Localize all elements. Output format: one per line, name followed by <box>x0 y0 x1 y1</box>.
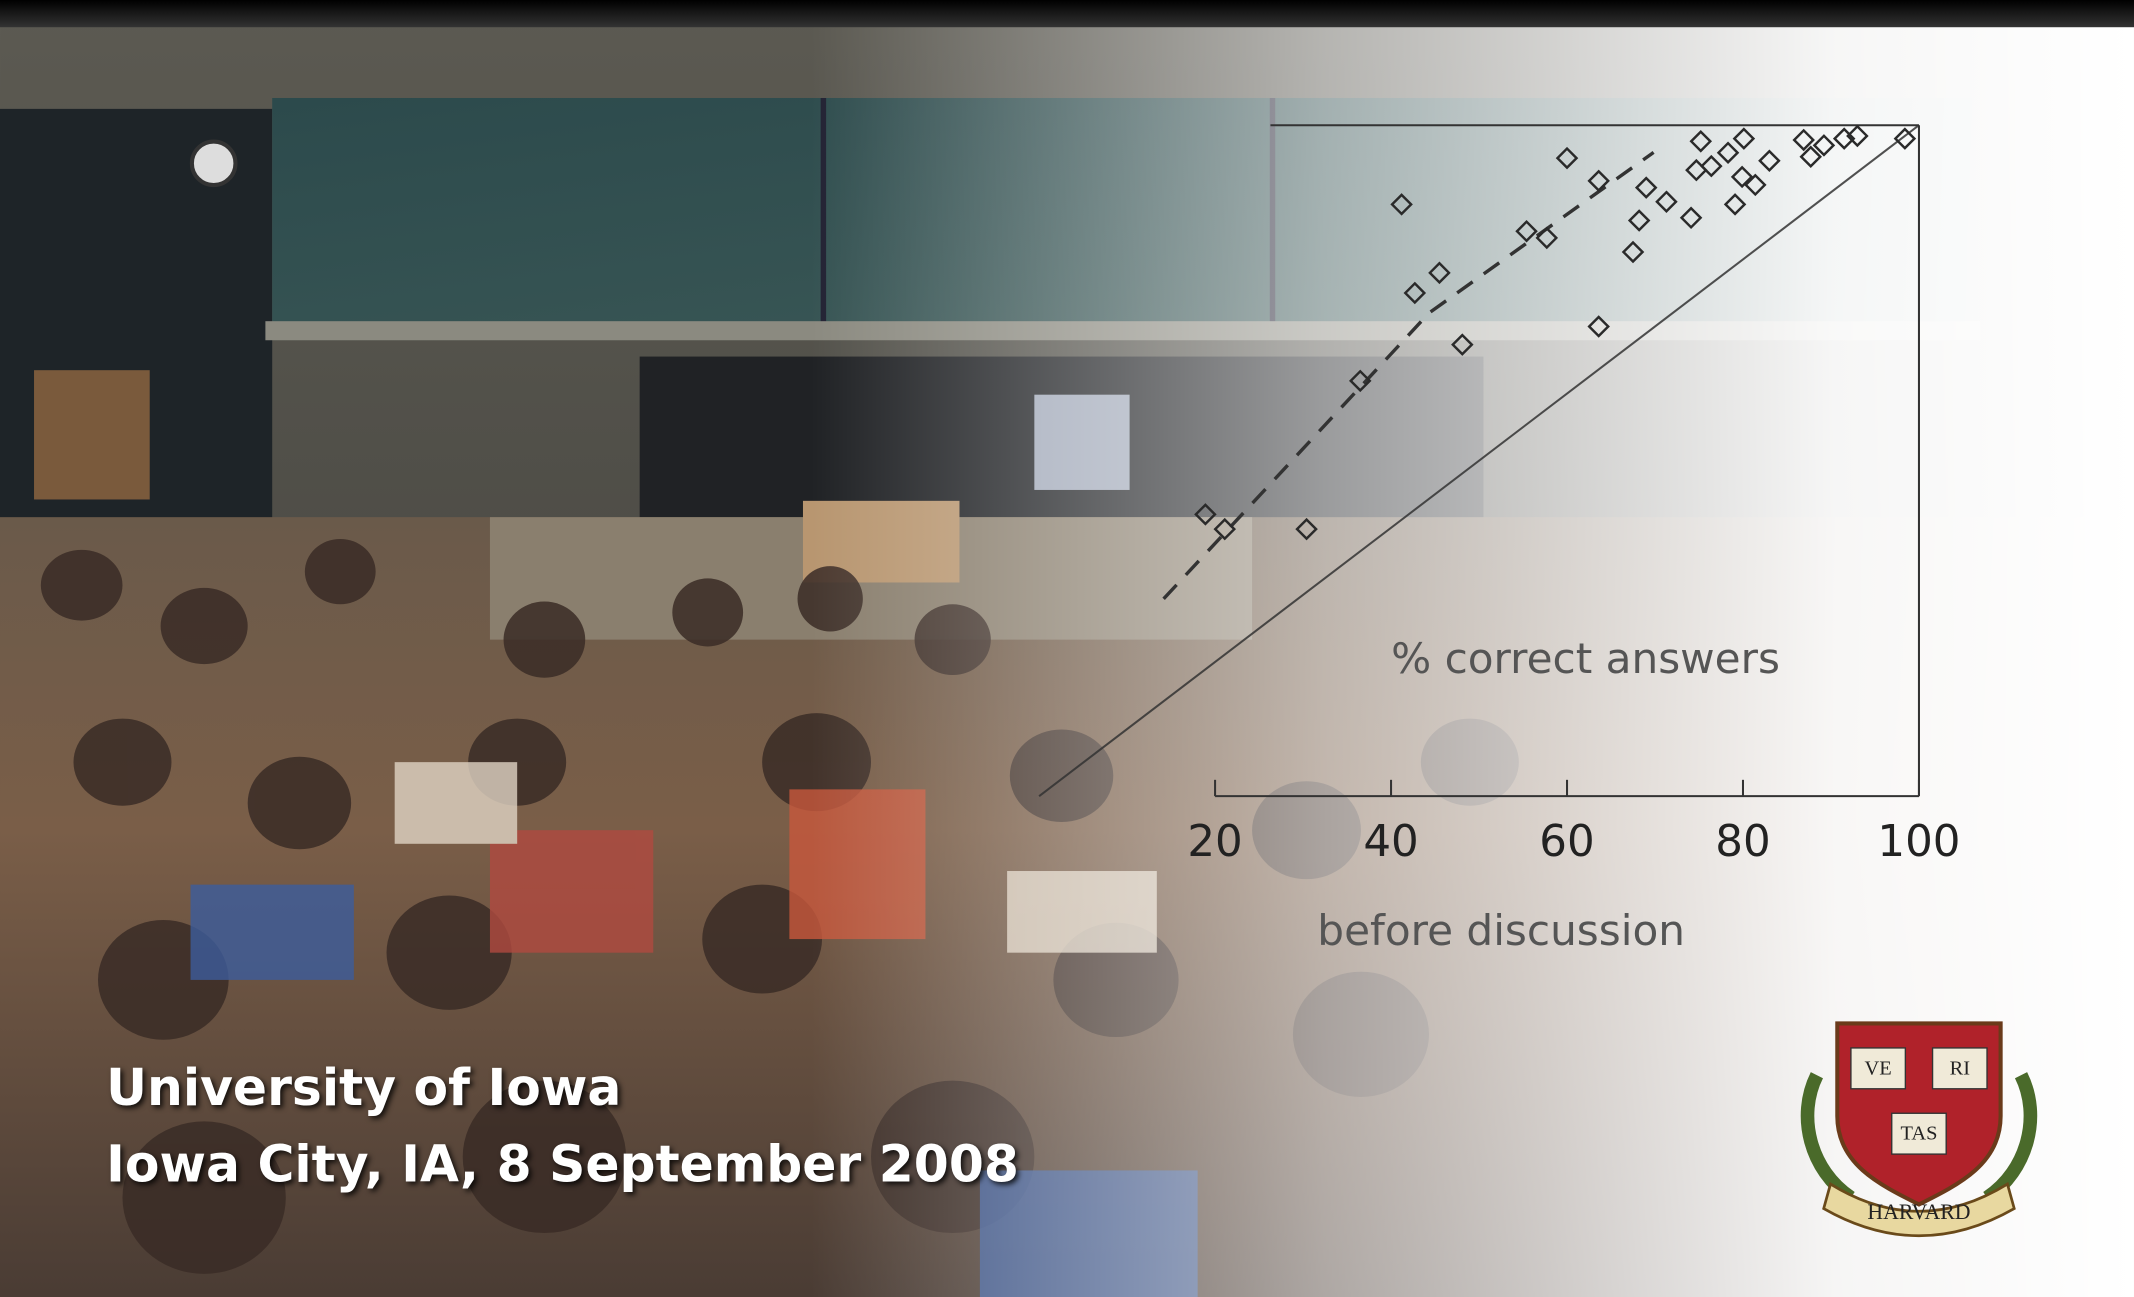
data-point <box>1627 209 1651 232</box>
data-point <box>1679 206 1703 230</box>
data-point <box>1428 261 1451 285</box>
x-tick-label: 80 <box>1715 817 1770 867</box>
data-point <box>1555 146 1579 170</box>
data-point <box>1390 193 1413 216</box>
data-point <box>1832 127 1856 150</box>
data-point <box>1587 315 1610 338</box>
data-point <box>1295 517 1318 541</box>
data-point <box>1716 141 1740 164</box>
data-point <box>1587 169 1610 193</box>
data-point <box>1732 127 1756 150</box>
data-point <box>1213 517 1237 541</box>
data-point <box>1700 154 1723 178</box>
data-point <box>1621 240 1645 264</box>
x-tick-label: 100 <box>1877 817 1960 867</box>
data-point <box>1194 503 1217 526</box>
data-point <box>1723 193 1747 216</box>
x-tick-label: 20 <box>1187 817 1242 867</box>
data-point <box>1812 134 1836 157</box>
data-point <box>1799 145 1822 169</box>
data-point <box>1451 333 1474 356</box>
harvard-logo: VE RI TAS HARVARD <box>1800 1021 2038 1237</box>
data-point <box>1689 130 1713 153</box>
motto-3: TAS <box>1901 1123 1938 1145</box>
data-point <box>1403 281 1427 305</box>
data-point <box>1893 127 1917 150</box>
data-point <box>1535 226 1559 250</box>
x-tick-label: 40 <box>1363 817 1418 867</box>
logo-name: HARVARD <box>1867 1200 1970 1224</box>
x-tick-label: 60 <box>1539 817 1594 867</box>
plot: 20 40 60 80 100 <box>1038 124 1961 867</box>
data-point <box>1730 165 1754 189</box>
footer-line2: Iowa City, IA, 8 September 2008 <box>106 1134 1019 1193</box>
data-point <box>1758 149 1781 173</box>
data-point <box>1744 173 1767 197</box>
motto-1: VE <box>1865 1057 1892 1079</box>
x-axis-label: before discussion <box>1317 906 1685 955</box>
data-point <box>1792 128 1815 152</box>
motto-2: RI <box>1950 1057 1971 1079</box>
data-point <box>1655 190 1678 213</box>
data-point <box>1685 158 1708 182</box>
data-point <box>1515 219 1538 243</box>
footer-line1: University of Iowa <box>106 1058 621 1117</box>
data-point <box>1846 124 1869 148</box>
trend-line <box>1162 151 1655 600</box>
footer: University of Iowa Iowa City, IA, 8 Sept… <box>106 1058 1019 1193</box>
data-point <box>1348 369 1372 393</box>
data-point <box>1634 176 1658 199</box>
y-axis-label: % correct answers <box>1391 634 1780 683</box>
identity-line <box>1038 124 1920 797</box>
